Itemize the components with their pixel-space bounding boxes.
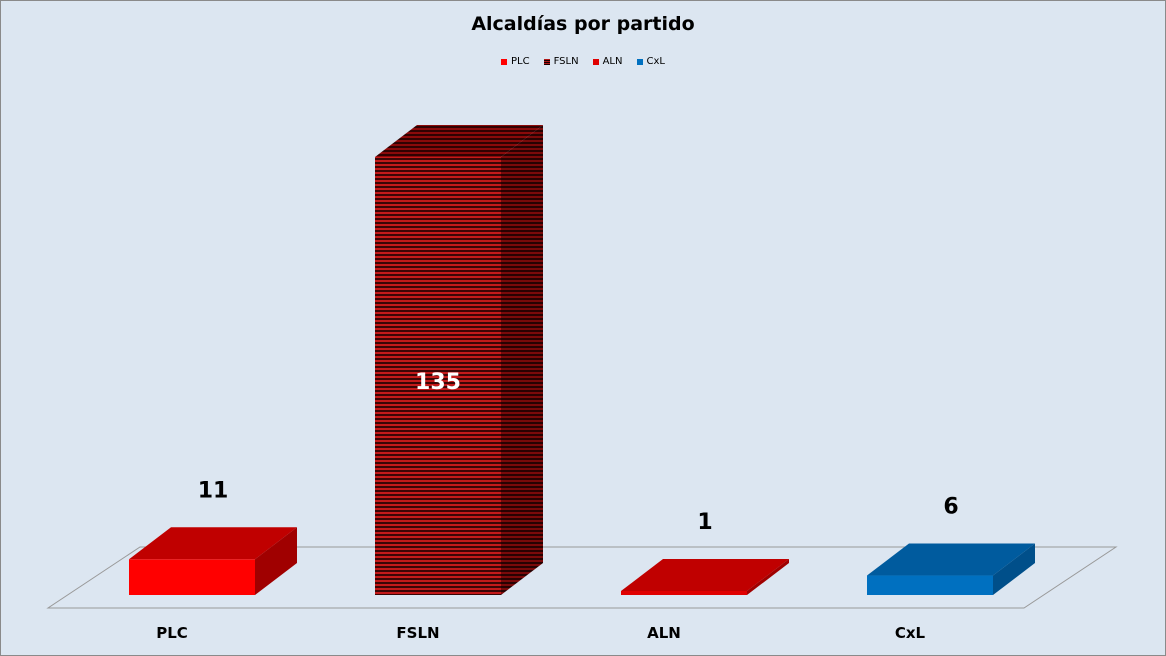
bar-side-face [993, 543, 1035, 595]
legend-swatch [592, 58, 599, 65]
bar-front-face [621, 591, 747, 595]
bar-side-face [747, 559, 789, 595]
legend-label: FSLN [553, 56, 579, 67]
bar-side-face [501, 125, 543, 595]
bar-aln [621, 559, 789, 595]
x-tick-label: FSLN [396, 624, 439, 642]
x-tick-label: PLC [156, 624, 188, 642]
bar-front-face [129, 559, 255, 595]
legend-item: FSLN [543, 56, 579, 67]
bar-top-face [621, 559, 789, 591]
bar-front-face [867, 575, 993, 595]
bar-side-face [255, 527, 297, 595]
chart-legend: PLC FSLN ALN CxL [1, 56, 1165, 67]
bar-front-face [375, 157, 501, 595]
bar-cxl [867, 543, 1035, 595]
legend-swatch [501, 58, 508, 65]
legend-swatch [636, 58, 643, 65]
bar-top-face [129, 527, 297, 560]
legend-item: CxL [636, 56, 665, 67]
data-label: 135 [415, 370, 461, 395]
data-label: 1 [697, 510, 712, 535]
data-label: 11 [198, 478, 229, 503]
legend-label: PLC [511, 56, 530, 67]
bar-top-face [375, 125, 543, 157]
x-tick-label: ALN [647, 624, 681, 642]
legend-swatch [543, 58, 550, 65]
legend-item: ALN [592, 56, 623, 67]
bar-plc [129, 527, 297, 595]
bar-top-face [867, 543, 1035, 576]
bar-fsln [375, 125, 543, 595]
legend-item: PLC [501, 56, 530, 67]
chart-title: Alcaldías por partido [471, 13, 695, 35]
chart-floor [46, 546, 1118, 609]
data-label: 6 [943, 495, 958, 520]
legend-label: CxL [646, 56, 665, 67]
x-tick-label: CxL [895, 624, 926, 642]
legend-label: ALN [602, 56, 623, 67]
